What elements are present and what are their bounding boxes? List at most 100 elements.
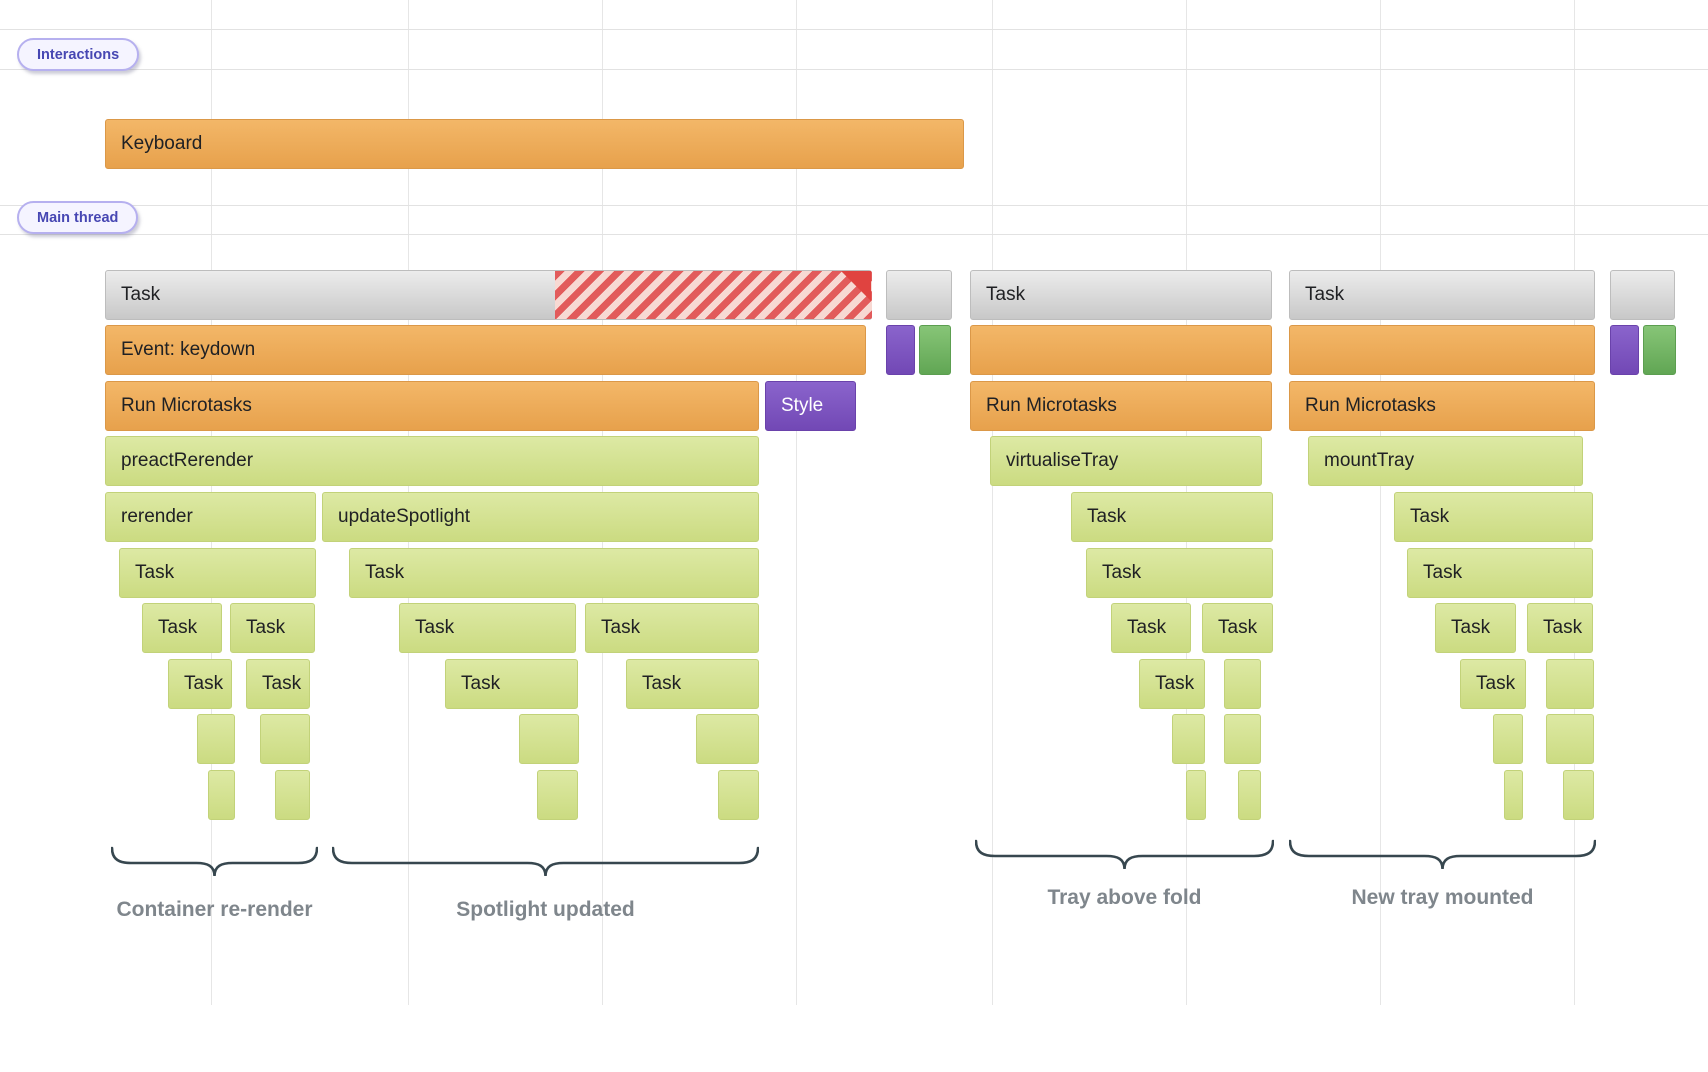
- flame-bar-label: Task: [1087, 506, 1127, 527]
- flame-bar-task[interactable]: Task: [230, 603, 315, 653]
- group-label: Container re-render: [116, 898, 313, 921]
- flame-bar-event-keydown[interactable]: Event: keydown: [105, 325, 866, 375]
- flame-bar-task[interactable]: Task: [246, 659, 310, 709]
- flame-bar-task[interactable]: Task: [1435, 603, 1516, 653]
- flame-bar-mounttray[interactable]: mountTray: [1308, 436, 1583, 486]
- flame-bar-anonymous[interactable]: [1504, 770, 1523, 820]
- flame-bar-label: Task: [1305, 284, 1345, 305]
- flame-bar-run-microtasks[interactable]: Run Microtasks: [970, 381, 1272, 431]
- flame-bar-task[interactable]: Task: [445, 659, 578, 709]
- flame-bar-anonymous[interactable]: [208, 770, 235, 820]
- flame-bar-run-microtasks[interactable]: Run Microtasks: [105, 381, 759, 431]
- long-task-hatch: [555, 271, 872, 319]
- flame-bar-anonymous[interactable]: [1610, 325, 1639, 375]
- group-label: Spotlight updated: [456, 898, 635, 921]
- flame-bar-task[interactable]: Task: [168, 659, 232, 709]
- flame-bar-anonymous[interactable]: [1546, 659, 1594, 709]
- grid-hline: [0, 205, 1708, 206]
- flame-bar-anonymous[interactable]: [696, 714, 759, 764]
- keyboard-interaction-bar[interactable]: Keyboard: [105, 119, 964, 169]
- flame-bar-anonymous[interactable]: [1289, 325, 1595, 375]
- flame-bar-task[interactable]: Task: [142, 603, 222, 653]
- flame-bar-task[interactable]: Task: [105, 270, 872, 320]
- flame-bar-style[interactable]: Style: [765, 381, 856, 431]
- flame-bar-label: Task: [262, 673, 302, 694]
- flame-bar-label: Task: [184, 673, 224, 694]
- flame-bar-anonymous[interactable]: [1610, 270, 1675, 320]
- flame-bar-anonymous[interactable]: [1643, 325, 1676, 375]
- flame-bar-preactrerender[interactable]: preactRerender: [105, 436, 759, 486]
- flame-bar-task[interactable]: Task: [1394, 492, 1593, 542]
- flame-bar-task[interactable]: Task: [626, 659, 759, 709]
- flame-bar-task[interactable]: Task: [399, 603, 576, 653]
- group-brace: [332, 846, 759, 877]
- flame-bar-anonymous[interactable]: [1563, 770, 1594, 820]
- flame-bar-rerender[interactable]: rerender: [105, 492, 316, 542]
- flame-bar-label: Task: [1218, 617, 1258, 638]
- flame-bar-anonymous[interactable]: [886, 325, 915, 375]
- flame-bar-task[interactable]: Task: [585, 603, 759, 653]
- flame-bar-task[interactable]: Task: [1139, 659, 1205, 709]
- flame-bar-anonymous[interactable]: [537, 770, 578, 820]
- flame-bar-anonymous[interactable]: [275, 770, 310, 820]
- flame-bar-anonymous[interactable]: [197, 714, 235, 764]
- flame-bar-label: Run Microtasks: [986, 395, 1117, 416]
- group-label: Tray above fold: [1047, 886, 1202, 909]
- flame-bar-label: Task: [1476, 673, 1516, 694]
- flame-bar-task[interactable]: Task: [1111, 603, 1191, 653]
- flame-bar-label: Task: [415, 617, 455, 638]
- flame-bar-label: mountTray: [1324, 450, 1415, 471]
- flame-bar-label: preactRerender: [121, 450, 254, 471]
- flame-bar-label: Task: [158, 617, 198, 638]
- flame-bar-label: Task: [642, 673, 682, 694]
- grid-hline: [0, 69, 1708, 70]
- flame-bar-task[interactable]: Task: [970, 270, 1272, 320]
- flame-bar-anonymous[interactable]: [1546, 714, 1594, 764]
- group-brace: [1289, 839, 1596, 870]
- flame-bar-updatespotlight[interactable]: updateSpotlight: [322, 492, 759, 542]
- flame-bar-anonymous[interactable]: [1238, 770, 1261, 820]
- grid-vline: [992, 0, 993, 1005]
- flame-bar-anonymous[interactable]: [718, 770, 759, 820]
- flame-bar-anonymous[interactable]: [919, 325, 951, 375]
- flame-bar-task[interactable]: Task: [1289, 270, 1595, 320]
- flame-bar-anonymous[interactable]: [1224, 714, 1261, 764]
- flame-bar-task[interactable]: Task: [1202, 603, 1273, 653]
- flame-bar-task[interactable]: Task: [119, 548, 316, 598]
- track-header-main-thread[interactable]: Main thread: [17, 201, 139, 234]
- flame-bar-task[interactable]: Task: [349, 548, 759, 598]
- flame-bar-task[interactable]: Task: [1071, 492, 1273, 542]
- long-task-corner-icon: [841, 271, 871, 301]
- flame-bar-run-microtasks[interactable]: Run Microtasks: [1289, 381, 1595, 431]
- flame-bar-label: Task: [601, 617, 641, 638]
- flame-bar-anonymous[interactable]: [1172, 714, 1205, 764]
- flame-bar-label: Task: [121, 284, 161, 305]
- flame-bar-anonymous[interactable]: [886, 270, 952, 320]
- flame-bar-anonymous[interactable]: [1186, 770, 1206, 820]
- flame-bar-label: Task: [1423, 562, 1463, 583]
- flame-bar-anonymous[interactable]: [519, 714, 579, 764]
- track-header-interactions[interactable]: Interactions: [17, 38, 140, 71]
- flame-bar-anonymous[interactable]: [1493, 714, 1523, 764]
- grid-hline: [0, 29, 1708, 30]
- flame-bar-anonymous[interactable]: [1224, 659, 1261, 709]
- flame-bar-label: Task: [1155, 673, 1195, 694]
- flame-bar-task[interactable]: Task: [1527, 603, 1593, 653]
- flame-bar-virtualisetray[interactable]: virtualiseTray: [990, 436, 1262, 486]
- flame-bar-label: rerender: [121, 506, 193, 527]
- flame-bar-task[interactable]: Task: [1407, 548, 1593, 598]
- flame-bar-task[interactable]: Task: [1460, 659, 1526, 709]
- flame-bar-label: Task: [986, 284, 1026, 305]
- flame-bar-label: Event: keydown: [121, 339, 256, 360]
- flame-bar-anonymous[interactable]: [970, 325, 1272, 375]
- flame-bar-label: Task: [1543, 617, 1583, 638]
- grid-vline: [1380, 0, 1381, 1005]
- group-brace: [111, 846, 318, 877]
- flame-bar-label: Task: [246, 617, 286, 638]
- group-brace: [975, 839, 1274, 870]
- flame-bar-label: Task: [365, 562, 405, 583]
- flame-bar-anonymous[interactable]: [260, 714, 310, 764]
- flame-bar-label: updateSpotlight: [338, 506, 471, 527]
- flame-bar-task[interactable]: Task: [1086, 548, 1273, 598]
- flame-bar-label: Task: [1102, 562, 1142, 583]
